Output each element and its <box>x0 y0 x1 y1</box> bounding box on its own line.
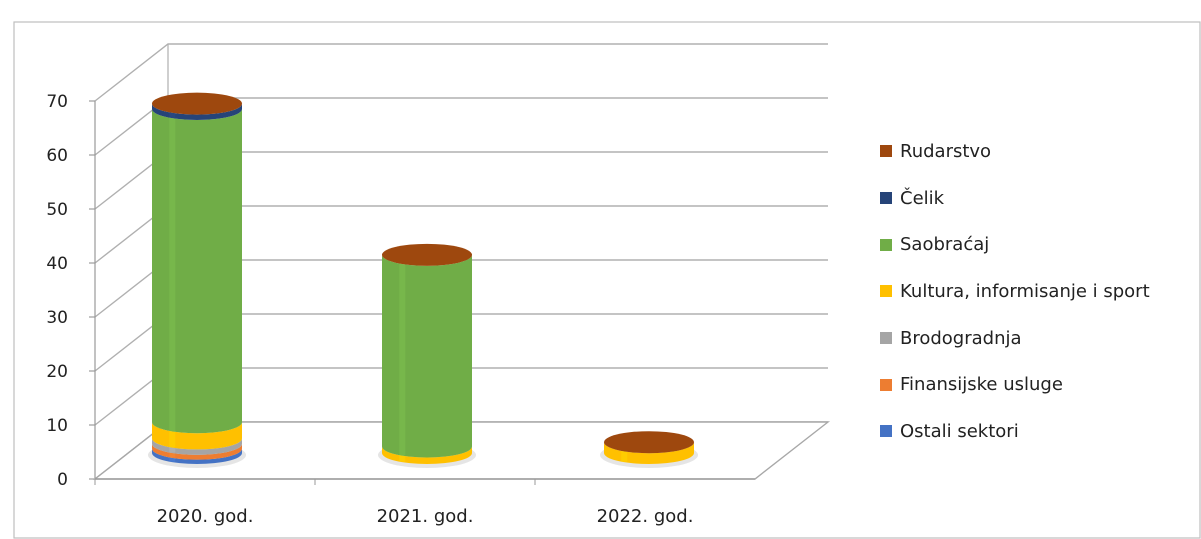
legend-swatch <box>880 425 892 438</box>
gridline <box>94 43 828 102</box>
legend-swatch <box>880 285 892 298</box>
bar-top-cap <box>604 431 694 454</box>
legend-label: Rudarstvo <box>900 140 992 162</box>
bar-top-cap <box>152 92 242 115</box>
bar-segment <box>152 438 242 455</box>
x-tick-label: 2021. god. <box>377 506 474 527</box>
legend-swatch <box>880 145 892 158</box>
bar-stack <box>378 243 476 468</box>
y-tick-label: 50 <box>46 200 68 220</box>
bar-top-cap <box>382 243 472 266</box>
bar-segment <box>382 446 472 464</box>
y-tick-label: 0 <box>57 470 68 490</box>
bar-segment <box>152 103 242 121</box>
legend-swatch <box>880 378 892 391</box>
legend-swatch <box>880 238 892 251</box>
legend-item: Čelik <box>880 175 1150 222</box>
legend-item: Brodogradnja <box>880 315 1150 362</box>
bar-segment <box>604 442 694 464</box>
y-tick-label: 20 <box>46 362 68 382</box>
y-axis: 0 10 20 30 40 50 60 70 <box>46 92 96 490</box>
legend-swatch <box>880 332 892 345</box>
legend-label: Ostali sektori <box>900 420 1019 442</box>
chart-border <box>13 21 1201 539</box>
y-tick-label: 10 <box>46 416 68 436</box>
y-tick-label: 70 <box>46 92 68 112</box>
x-tick-label: 2020. god. <box>157 506 254 527</box>
legend-item: Rudarstvo <box>880 128 1150 175</box>
y-tick-label: 60 <box>46 146 68 166</box>
bars <box>148 92 698 468</box>
bar-segment <box>152 448 242 464</box>
y-tick-label: 30 <box>46 308 68 328</box>
legend-label: Finansijske usluge <box>900 374 1063 396</box>
legend-item: Finansijske usluge <box>880 361 1150 408</box>
legend-label: Čelik <box>900 187 945 209</box>
legend-item: Kultura, informisanje i sport <box>880 268 1150 315</box>
legend-label: Brodogradnja <box>900 327 1022 349</box>
legend-label: Kultura, informisanje i sport <box>900 280 1150 302</box>
bar-stack <box>600 431 698 468</box>
y-tick-label: 40 <box>46 254 68 274</box>
bar-stack <box>148 92 246 468</box>
bar-segment <box>152 443 242 460</box>
bar-segment <box>152 109 242 434</box>
legend-swatch <box>880 192 892 205</box>
bar-segment <box>152 422 242 450</box>
x-tick-label: 2022. god. <box>597 506 694 527</box>
legend: Rudarstvo Čelik Saobraćaj Kultura, informis… <box>880 128 1150 455</box>
bar-segment <box>382 254 472 458</box>
legend-label: Saobraćaj <box>900 234 990 256</box>
legend-item: Ostali sektori <box>880 408 1150 455</box>
legend-item: Saobraćaj <box>880 221 1150 268</box>
x-axis: 2020. god. 2021. god. 2022. god. <box>94 478 755 527</box>
